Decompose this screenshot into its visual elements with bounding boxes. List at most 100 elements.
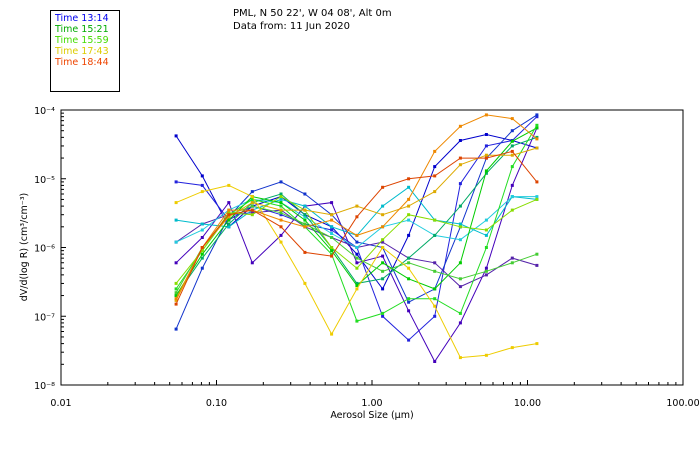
data-point [458, 277, 462, 281]
data-point [433, 149, 437, 153]
data-point [381, 213, 385, 217]
data-point [458, 261, 462, 265]
data-point [535, 180, 539, 184]
data-point [458, 163, 462, 167]
chart-header-date: Data from: 11 Jun 2020 [233, 21, 351, 32]
data-point [381, 204, 385, 208]
data-point [407, 204, 411, 208]
data-point [355, 256, 359, 260]
data-point [381, 185, 385, 189]
data-point [510, 346, 514, 350]
data-point [458, 222, 462, 226]
data-point [355, 261, 359, 265]
data-point [330, 332, 334, 336]
data-point [355, 246, 359, 249]
y-tick-label: 10⁻⁸ [34, 381, 55, 392]
data-point [279, 240, 283, 244]
data-point [407, 177, 411, 181]
data-point [407, 261, 411, 265]
legend-item-time-1844: Time 18:44 [55, 57, 109, 68]
data-point [510, 165, 514, 169]
data-point [200, 190, 204, 194]
data-point [174, 297, 178, 301]
data-point [227, 213, 231, 217]
data-point [484, 269, 488, 273]
data-point [355, 266, 359, 270]
data-point [330, 236, 334, 239]
data-point [227, 183, 231, 187]
data-point [174, 287, 178, 291]
axis-ticks: 0.01 0.10 1.00 10.00 100.00 10⁻⁸ 10⁻⁷ 10⁻⁶ 10⁻⁵ 1… [34, 106, 700, 409]
data-point [279, 201, 283, 205]
data-point [381, 240, 385, 244]
data-point [381, 254, 385, 258]
data-point [200, 174, 204, 178]
data-point [433, 190, 437, 194]
x-tick-label: 100.00 [666, 398, 699, 409]
y-axis-label: dV/d(log R) (cm³/cm⁻³) [19, 193, 30, 302]
data-point [458, 238, 462, 242]
data-point [458, 156, 462, 160]
data-point [433, 165, 437, 169]
data-point [227, 215, 231, 219]
legend-item-time-1314: Time 13:14 [55, 13, 109, 24]
data-point [174, 240, 178, 244]
data-point [227, 218, 231, 222]
data-point [433, 261, 437, 265]
data-point [355, 319, 359, 323]
data-point [303, 192, 307, 196]
data-point [510, 129, 514, 133]
data-point [407, 233, 411, 237]
data-point [250, 190, 254, 194]
data-point [303, 218, 307, 222]
data-point [174, 180, 178, 184]
data-point [250, 201, 254, 205]
data-point [458, 356, 462, 360]
data-point [484, 156, 488, 160]
data-point [484, 273, 488, 277]
data-point [279, 204, 283, 208]
data-point [303, 208, 307, 212]
data-point [381, 311, 385, 315]
data-point [381, 246, 385, 249]
data-point [484, 169, 488, 173]
data-point [510, 261, 514, 265]
data-point [200, 266, 204, 270]
data-point [227, 201, 231, 205]
data-point [381, 287, 385, 291]
data-point [458, 139, 462, 142]
data-point [355, 252, 359, 256]
data-point [227, 208, 231, 212]
data-point [279, 197, 283, 201]
chart-header-location: PML, N 50 22', W 04 08', Alt 0m [233, 8, 392, 19]
data-point [535, 197, 539, 201]
data-point [535, 252, 539, 256]
data-point [381, 269, 385, 273]
data-point [303, 225, 307, 229]
data-point [407, 218, 411, 222]
data-point [484, 246, 488, 249]
data-point [355, 215, 359, 219]
data-point [535, 113, 539, 117]
data-point [433, 297, 437, 301]
data-point [535, 123, 539, 127]
data-point [433, 233, 437, 237]
data-point [250, 197, 254, 201]
data-point [200, 222, 204, 226]
series-layer [174, 113, 539, 363]
y-tick-label: 10⁻⁵ [34, 175, 55, 186]
data-point [407, 300, 411, 304]
data-point [303, 204, 307, 208]
data-point [407, 256, 411, 260]
data-point [174, 294, 178, 298]
data-point [381, 314, 385, 318]
data-point [355, 233, 359, 237]
data-point [458, 311, 462, 315]
data-point [433, 314, 437, 318]
data-point [174, 218, 178, 222]
data-point [535, 115, 539, 119]
x-tick-label: 0.10 [206, 398, 227, 409]
data-point [510, 149, 514, 153]
data-point [458, 321, 462, 325]
data-point [458, 182, 462, 186]
